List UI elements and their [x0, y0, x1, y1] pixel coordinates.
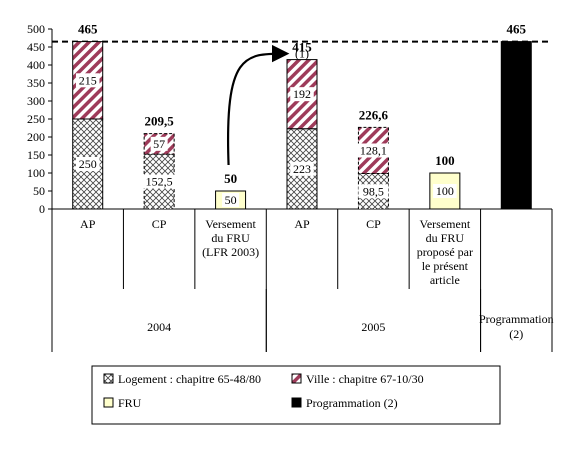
y-tick-label: 250 [27, 112, 45, 126]
segment-label-bg [290, 161, 314, 176]
total-label: 226,6 [359, 107, 389, 122]
group-label: 2004 [147, 320, 171, 334]
y-tick-label: 150 [27, 148, 45, 162]
segment-label: 152,5 [146, 175, 173, 189]
total-label: 50 [224, 171, 237, 186]
category-label: Versement [205, 217, 256, 231]
segment-label-bg [433, 184, 457, 198]
segment-label: 192 [293, 87, 311, 101]
segment-label: 128,1 [360, 143, 387, 157]
segment-label-bg [355, 143, 392, 158]
segment-label: 98,5 [363, 184, 384, 198]
total-label: 100 [435, 153, 455, 168]
legend-swatch [291, 373, 302, 384]
y-tick-label: 300 [27, 94, 45, 108]
group-label: 2005 [361, 320, 385, 334]
total-label: 415 [292, 40, 312, 55]
annotation-label: (1) [295, 47, 309, 61]
segment-label: 215 [79, 73, 97, 87]
legend-label: FRU [118, 396, 142, 410]
group-label: Programmation [479, 312, 554, 326]
y-tick-label: 100 [27, 166, 45, 180]
y-tick-label: 500 [27, 22, 45, 36]
legend: Logement : chapitre 65-48/80 Ville : chap… [91, 365, 501, 425]
y-tick-label: 400 [27, 58, 45, 72]
category-label: AP [80, 217, 96, 231]
y-tick-label: 50 [33, 184, 45, 198]
bar-segment [500, 41, 532, 210]
legend-label: Logement : chapitre 65-48/80 [118, 372, 261, 386]
segment-label-bg [140, 174, 178, 189]
labels: 250 215 465 152,5 57 209,5 50 50 223 192 415 98,5 12… [75, 22, 527, 207]
total-label: 465 [507, 22, 527, 37]
category-label: article [430, 273, 460, 287]
segment-label-bg [75, 157, 100, 171]
legend-swatch [103, 397, 114, 408]
segment-label-bg [150, 136, 168, 151]
category-label: du FRU [211, 231, 250, 245]
category-label: AP [294, 217, 310, 231]
segment-label: 57 [153, 137, 165, 151]
category-label: proposé par [417, 245, 473, 259]
y-tick-label: 350 [27, 76, 45, 90]
category-label: CP [152, 217, 167, 231]
category-label: (LFR 2003) [202, 245, 259, 259]
legend-swatch [291, 397, 302, 408]
category-label: CP [366, 217, 381, 231]
segment-label-bg [222, 193, 240, 207]
y-tick-label: 450 [27, 40, 45, 54]
group-label: (2) [509, 327, 523, 341]
segment-label: 100 [436, 184, 454, 198]
segment-label: 250 [79, 157, 97, 171]
total-label: 465 [78, 22, 98, 37]
y-tick-label: 0 [39, 202, 45, 216]
total-label: 209,5 [145, 114, 175, 129]
segment-label-bg [358, 184, 389, 199]
legend-swatch [103, 373, 114, 384]
segment-label: 50 [225, 193, 237, 207]
legend-label: Ville : chapitre 67-10/30 [306, 372, 424, 386]
legend-label: Programmation (2) [306, 396, 398, 410]
category-label: Versement [420, 217, 471, 231]
segment-label-bg [75, 73, 100, 88]
category-label: le présent [422, 259, 469, 273]
annotation-arrow [226, 44, 290, 166]
category-label: du FRU [426, 231, 465, 245]
segment-label: 223 [293, 162, 311, 176]
y-tick-label: 200 [27, 130, 45, 144]
segment-label-bg [290, 87, 314, 102]
